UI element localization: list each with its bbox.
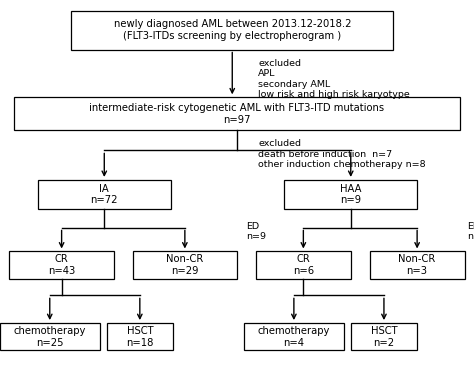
Text: chemotherapy
n=4: chemotherapy n=4 [258, 326, 330, 348]
FancyBboxPatch shape [284, 180, 417, 209]
Text: IA
n=72: IA n=72 [91, 184, 118, 205]
Text: HSCT
n=2: HSCT n=2 [371, 326, 397, 348]
FancyBboxPatch shape [133, 251, 237, 279]
FancyBboxPatch shape [0, 323, 100, 350]
FancyBboxPatch shape [9, 251, 114, 279]
FancyBboxPatch shape [244, 323, 344, 350]
FancyBboxPatch shape [351, 323, 417, 350]
Text: HAA
n=9: HAA n=9 [340, 184, 362, 205]
FancyBboxPatch shape [38, 180, 171, 209]
FancyBboxPatch shape [256, 251, 351, 279]
Text: chemotherapy
n=25: chemotherapy n=25 [14, 326, 86, 348]
FancyBboxPatch shape [71, 11, 393, 50]
Text: intermediate-risk cytogenetic AML with FLT3-ITD mutations
n=97: intermediate-risk cytogenetic AML with F… [90, 103, 384, 124]
Text: ED
n=9: ED n=9 [246, 222, 266, 241]
FancyBboxPatch shape [14, 97, 460, 130]
Text: ED
n=1: ED n=1 [467, 222, 474, 241]
Text: Non-CR
n=29: Non-CR n=29 [166, 254, 203, 276]
FancyBboxPatch shape [107, 323, 173, 350]
Text: excluded
death before induction  n=7
other induction chemotherapy n=8: excluded death before induction n=7 othe… [258, 139, 426, 169]
Text: excluded
APL
secondary AML
low risk and high risk karyotype: excluded APL secondary AML low risk and … [258, 59, 410, 99]
Text: Non-CR
n=3: Non-CR n=3 [399, 254, 436, 276]
Text: HSCT
n=18: HSCT n=18 [126, 326, 154, 348]
FancyBboxPatch shape [370, 251, 465, 279]
Text: newly diagnosed AML between 2013.12-2018.2
(FLT3-ITDs screening by electropherog: newly diagnosed AML between 2013.12-2018… [113, 19, 351, 41]
Text: CR
n=6: CR n=6 [293, 254, 314, 276]
Text: CR
n=43: CR n=43 [48, 254, 75, 276]
